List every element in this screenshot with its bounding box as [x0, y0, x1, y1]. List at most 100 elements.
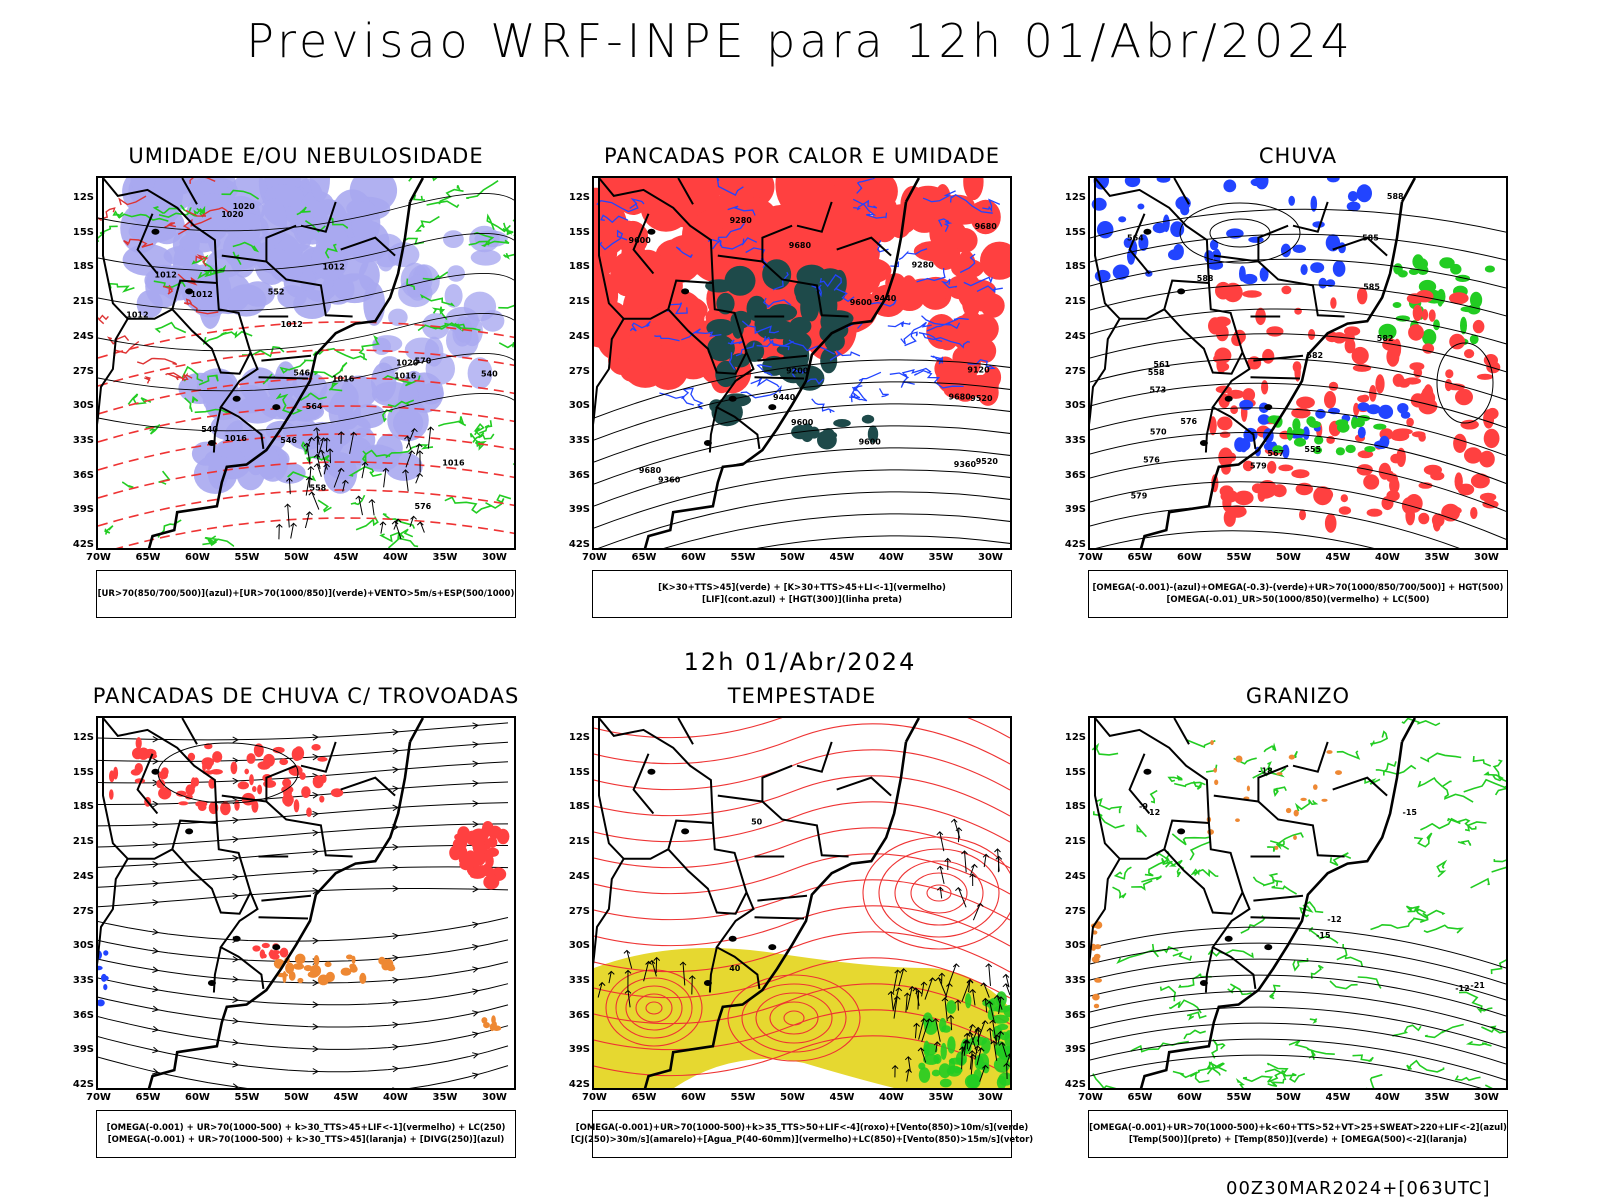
lon-tick-label: 35W [432, 1092, 458, 1103]
longitude-axis: 70W 65W 60W 55W 50W 45W 40W 35W 30W [86, 1092, 516, 1106]
lon-tick-label: 70W [1078, 1092, 1103, 1103]
map-frame: 588 588 585 585 582 582 579 579 576 576 573 570 567 5… [1088, 176, 1508, 550]
lon-tick-label: 60W [185, 552, 210, 563]
panel-legend: [OMEGA(-0.001)-(azul)+OMEGA(-0.3)-(verde… [1088, 570, 1508, 618]
contour-label: 546 [293, 369, 310, 378]
contour-label: 1016 [332, 375, 355, 384]
lon-tick-label: 55W [730, 552, 756, 563]
contour-label: -15 [1403, 808, 1418, 817]
contour-label: 1016 [442, 459, 465, 468]
contour-label: 9200 [786, 366, 809, 375]
contour-label: 1016 [225, 434, 248, 443]
contour-label: 9360 [658, 476, 681, 485]
lon-tick-label: 50W [284, 1092, 309, 1103]
lat-tick-label: 33S [1064, 434, 1086, 446]
lon-tick-label: 45W [333, 1092, 359, 1103]
contour-label: 576 [1180, 417, 1197, 426]
lat-tick-label: 39S [568, 1044, 590, 1056]
contour-label: 585 [1362, 233, 1379, 242]
lon-tick-label: 40W [383, 1092, 408, 1103]
lat-tick-label: 18S [568, 801, 590, 813]
lat-tick-label: 15S [1064, 766, 1086, 778]
lat-tick-label: 24S [568, 870, 590, 882]
panel-title: PANCADAS POR CALOR E UMIDADE [603, 144, 1001, 168]
lon-tick-label: 50W [1276, 1092, 1301, 1103]
lat-tick-label: 39S [568, 504, 590, 516]
legend-line: [CJ(250)>30m/s](amarelo)+[Agua_P(40-60mm… [570, 1135, 1034, 1145]
lat-tick-label: 39S [1064, 504, 1086, 516]
contour-label: 1020 [233, 202, 256, 211]
lon-tick-label: 50W [780, 552, 805, 563]
lat-tick-label: 27S [1064, 905, 1086, 917]
panel-umidade: UMIDADE E/OU NEBULOSIDADE 1012 1012 1012 102… [72, 144, 536, 624]
map-frame: -12 -12 -15 -15 -18 -21 12 -9 [1088, 716, 1508, 1090]
contour-label: -18 [1258, 766, 1273, 775]
lon-tick-label: 35W [1424, 552, 1450, 563]
contour-label: -12 [1455, 984, 1469, 993]
lat-tick-label: 15S [568, 766, 590, 778]
lat-tick-label: 39S [72, 504, 94, 516]
contour-label: 576 [415, 502, 432, 511]
contour-label: 50 [751, 818, 763, 827]
lat-tick-label: 42S [568, 539, 590, 550]
contour-label: 555 [1304, 445, 1321, 454]
legend-line: [LIF](cont.azul) + [HGT(300)](linha pret… [701, 595, 903, 605]
contour-label: 1012 [155, 271, 177, 280]
lat-tick-label: 27S [568, 905, 590, 917]
panel-chuva: CHUVA 588 588 585 585 582 582 579 579 576 576 573 57… [1064, 144, 1528, 624]
lat-tick-label: 15S [72, 226, 94, 238]
lon-tick-label: 70W [1078, 552, 1103, 563]
contour-label: 9440 [874, 294, 897, 303]
map-canvas: 1012 1012 1012 1020 1016 1012 1012 1016 1016 1016… [98, 178, 514, 548]
panel-pancadas-trovoadas: PANCADAS DE CHUVA C/ TROVOADAS 12S 15S 18S 2… [72, 684, 536, 1164]
lon-tick-label: 30W [978, 552, 1003, 563]
lon-tick-label: 65W [631, 1092, 657, 1103]
contour-label: 1012 [126, 311, 148, 320]
lat-tick-label: 12S [1064, 192, 1086, 203]
contour-label: 588 [1197, 274, 1214, 283]
lat-tick-label: 15S [72, 766, 94, 778]
legend-line: [Temp(500)](preto) + [Temp(850)](verde) … [1128, 1135, 1468, 1145]
map-canvas: 588 588 585 585 582 582 579 579 576 576 573 570 567 5… [1090, 178, 1506, 548]
lon-tick-label: 65W [1127, 552, 1153, 563]
lat-tick-label: 27S [568, 365, 590, 377]
panel-legend: [OMEGA(-0.001)+UR>70(1000-500)+k>35_TTS>… [571, 1110, 1033, 1158]
lat-tick-label: 33S [568, 974, 590, 986]
contour-label: 561 [1153, 360, 1170, 369]
lon-tick-label: 65W [135, 1092, 161, 1103]
lat-tick-label: 21S [1064, 296, 1086, 308]
lat-tick-label: 24S [1064, 330, 1086, 342]
contour-label: 9680 [949, 393, 972, 402]
main-title: Previsao WRF-INPE para 12h 01/Abr/2024 [246, 14, 1354, 68]
contour-label: 546 [280, 436, 297, 445]
latitude-axis: 12S 15S 18S 21S 24S 27S 30S 33S 36S 39S 42S [558, 176, 590, 550]
contour-label: 9280 [730, 216, 753, 225]
map-canvas [98, 718, 510, 1088]
map-frame [96, 716, 516, 1090]
lat-tick-label: 30S [1064, 940, 1086, 952]
lat-tick-label: 33S [72, 974, 94, 986]
contour-label: 558 [1148, 368, 1165, 377]
lon-tick-label: 30W [1474, 552, 1499, 563]
lat-tick-label: 36S [72, 1009, 94, 1021]
contour-label: -9 [1139, 802, 1148, 811]
lat-tick-label: 12S [72, 732, 94, 743]
lon-tick-label: 40W [879, 552, 904, 563]
lon-tick-label: 70W [86, 552, 111, 563]
contour-label: 9120 [967, 366, 990, 375]
lat-tick-label: 12S [1064, 732, 1086, 743]
lat-tick-label: 18S [568, 261, 590, 273]
contour-label: 579 [1250, 462, 1267, 471]
lon-tick-label: 45W [1325, 1092, 1351, 1103]
legend-line: [OMEGA(-0.001)-(azul)+OMEGA(-0.3)-(verde… [1092, 583, 1504, 593]
lat-tick-label: 21S [72, 836, 94, 848]
lat-tick-label: 42S [1064, 1079, 1086, 1090]
contour-label: 582 [1306, 351, 1323, 360]
legend-line: [OMEGA(-0.001)+UR>70(1000-500)+k<60+TTS>… [1089, 1123, 1507, 1133]
lat-tick-label: 30S [568, 940, 590, 952]
lat-tick-label: 33S [72, 434, 94, 446]
mid-date-label: 12h 01/Abr/2024 [683, 648, 917, 676]
contour-label: 40 [729, 964, 741, 973]
contour-label: 573 [1150, 386, 1167, 395]
lon-tick-label: 30W [482, 552, 507, 563]
